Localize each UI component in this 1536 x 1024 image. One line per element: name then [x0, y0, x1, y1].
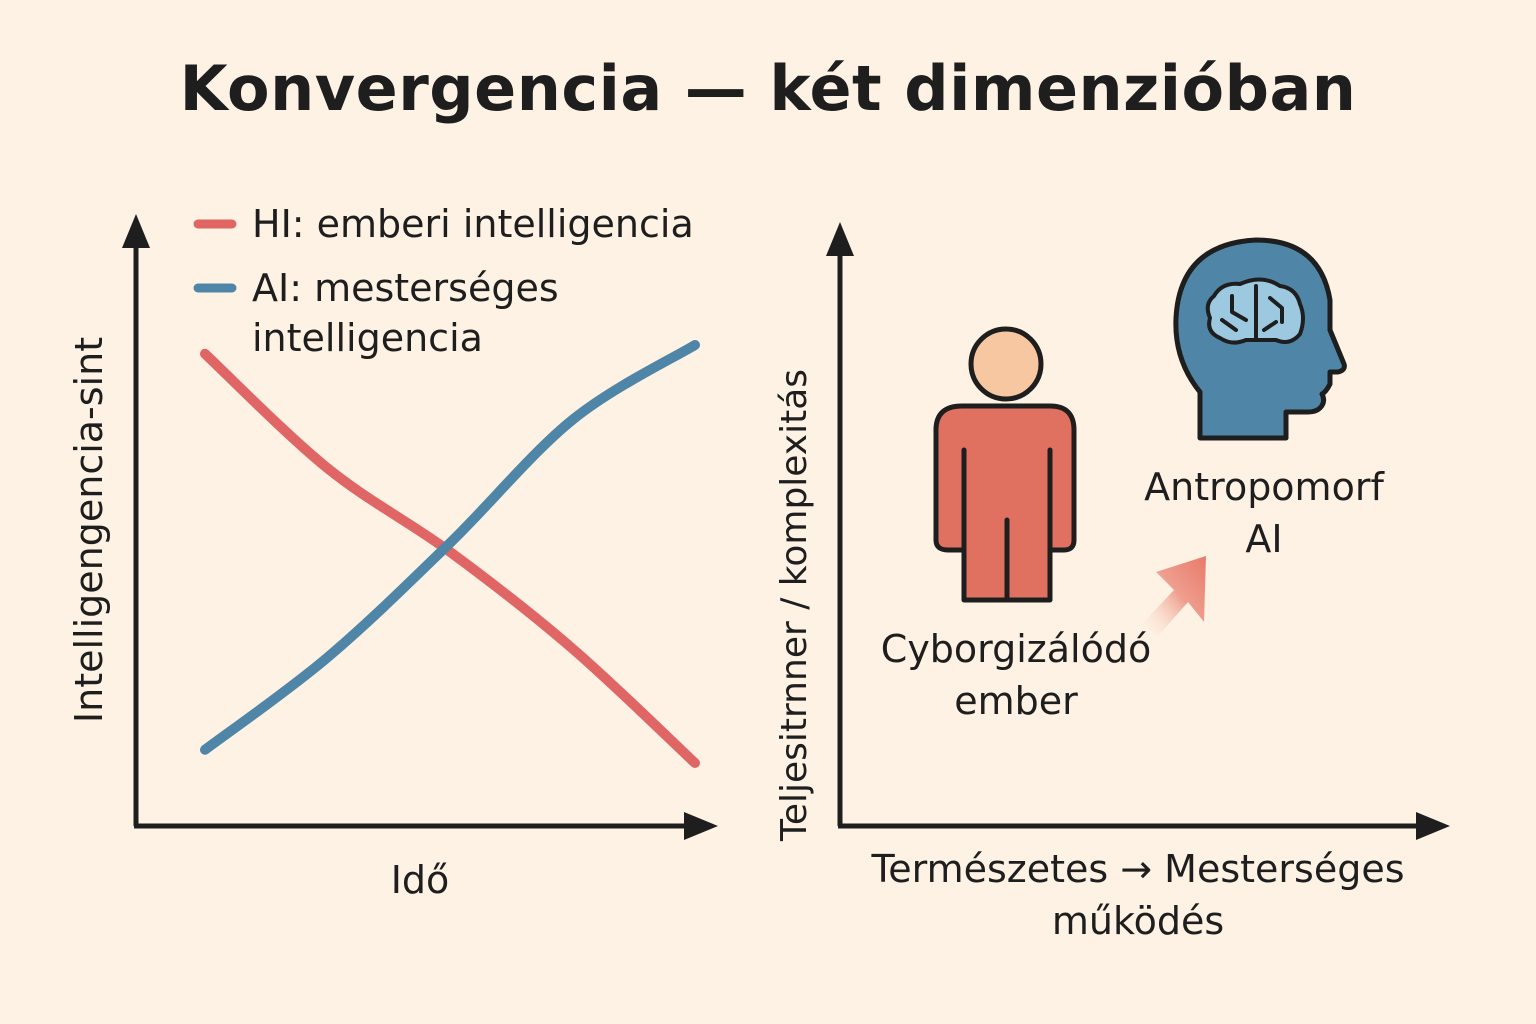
right-x-axis-label-line1: Természetes → Mesterséges [870, 847, 1404, 891]
legend-label-ai-line1: AI: mesterséges [252, 266, 559, 310]
series-line-hi [200, 348, 700, 768]
left-line-chart: HI: emberi intelligencia AI: mesterséges… [67, 202, 718, 902]
label-cyborg-line2: ember [954, 679, 1078, 723]
left-y-axis-arrowhead [122, 214, 150, 248]
series-line-ai [200, 340, 700, 755]
label-cyborg-line1: Cyborgizálódó [881, 627, 1151, 671]
left-x-axis-label: Idő [391, 858, 450, 902]
right-diagram: Teljesitrnner / komplexitás Természetes … [774, 222, 1450, 943]
right-x-axis-label-line2: működés [1052, 899, 1224, 943]
right-x-axis-arrowhead [1416, 812, 1450, 840]
progression-arrow [1142, 556, 1206, 636]
ai-head-brain-icon [1173, 237, 1347, 441]
right-y-axis-label: Teljesitrnner / komplexitás [774, 369, 815, 842]
chart-title: Konvergencia — két dimenzióban [179, 52, 1357, 125]
legend-label-ai-line2: intelligencia [252, 316, 483, 360]
label-ai-line1: Antropomorf [1144, 465, 1385, 509]
label-ai-line2: AI [1245, 517, 1282, 561]
left-y-axis-label: Intelligengencia-sint [67, 337, 111, 723]
legend-label-hi: HI: emberi intelligencia [252, 202, 694, 246]
person-icon [933, 326, 1077, 603]
left-x-axis-arrowhead [684, 812, 718, 840]
right-y-axis-arrowhead [826, 222, 854, 256]
